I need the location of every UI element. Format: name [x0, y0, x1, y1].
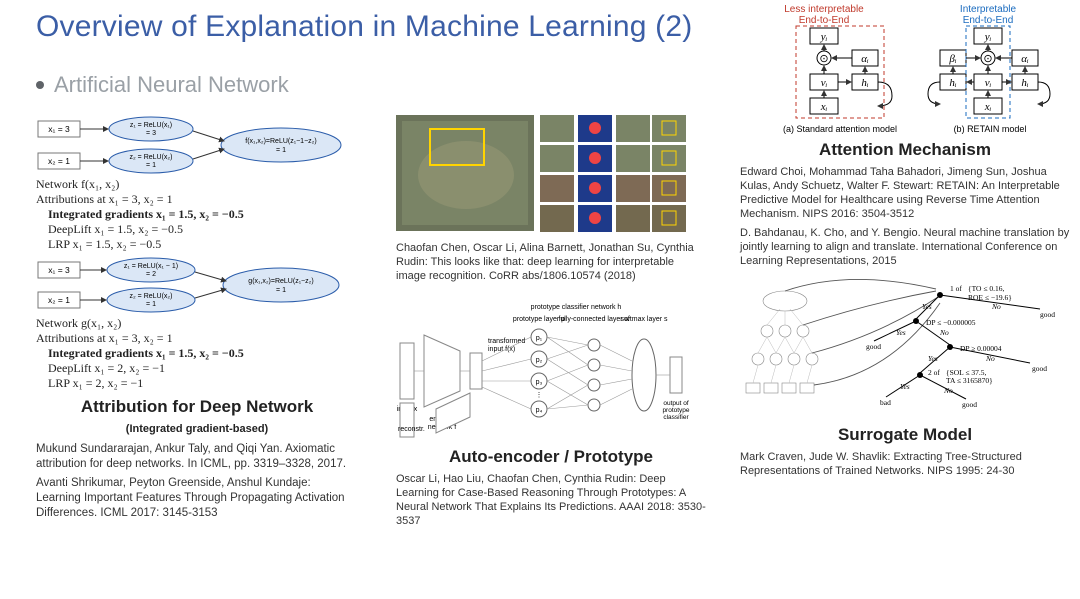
svg-text:classifier: classifier: [663, 414, 689, 421]
svg-text:reconstr.: reconstr.: [398, 426, 425, 433]
citation: Oscar Li, Hao Liu, Chaofan Chen, Cynthia…: [396, 472, 706, 528]
svg-text:good: good: [962, 400, 977, 409]
page-title: Overview of Explanation in Machine Learn…: [36, 10, 692, 44]
svg-text:= 1: = 1: [276, 147, 286, 154]
citation: Edward Choi, Mohammad Taha Bahadori, Jim…: [740, 165, 1070, 221]
svg-text:Yes: Yes: [900, 382, 910, 391]
svg-text:= 3: = 3: [146, 130, 156, 137]
svg-text:⊙: ⊙: [983, 53, 992, 65]
svg-text:Less interpretable: Less interpretable: [784, 4, 864, 15]
attrib-text-g: Network g(x₁, x₂) Attributions at x₁ = 3…: [36, 316, 358, 391]
svg-text:z₂ = ReLU(x₂): z₂ = ReLU(x₂): [130, 293, 173, 300]
svg-text:Interpretable: Interpretable: [960, 4, 1017, 15]
svg-text:ROE ≤ −19.6}: ROE ≤ −19.6}: [968, 293, 1012, 302]
svg-text:βᵢ: βᵢ: [948, 53, 956, 65]
svg-text:output of: output of: [663, 400, 688, 407]
svg-text:DP ≤ −0.000005: DP ≤ −0.000005: [926, 318, 976, 327]
svg-text:z₁ = ReLU(x₁ − 1): z₁ = ReLU(x₁ − 1): [124, 263, 178, 270]
svg-text:TA ≤ 3165870}: TA ≤ 3165870}: [946, 376, 993, 385]
svg-text:vᵢ: vᵢ: [821, 77, 828, 89]
svg-text:Yes: Yes: [896, 328, 906, 337]
svg-text:good: good: [866, 342, 881, 351]
looks-like-that-figure: [396, 115, 686, 233]
svg-text:prototype: prototype: [662, 407, 689, 414]
network-f-diagram: x₁ = 3 x₂ = 1 z₁ = ReLU(x₁) = 3 z₂ = ReL…: [36, 115, 358, 175]
svg-text:prototype classifier network h: prototype classifier network h: [531, 304, 622, 311]
svg-text:No: No: [991, 302, 1001, 311]
column-attribution: x₁ = 3 x₂ = 1 z₁ = ReLU(x₁) = 3 z₂ = ReL…: [36, 115, 358, 526]
svg-text:z₂ = ReLU(x₂): z₂ = ReLU(x₂): [130, 154, 173, 161]
section-title-attribution: Attribution for Deep Network (Integrated…: [36, 397, 358, 437]
svg-text:yᵢ: yᵢ: [820, 31, 828, 43]
svg-text:2 of: 2 of: [928, 368, 940, 377]
svg-text:hᵢ: hᵢ: [949, 77, 957, 89]
svg-text:End-to-End: End-to-End: [799, 15, 850, 26]
svg-text:= 1: = 1: [276, 287, 286, 294]
svg-text:xᵢ: xᵢ: [984, 101, 992, 113]
svg-text:p₁: p₁: [536, 335, 543, 342]
svg-text:p₄: p₄: [536, 407, 543, 414]
svg-text:p₃: p₃: [536, 379, 543, 386]
svg-text:(b) RETAIN model: (b) RETAIN model: [954, 124, 1027, 134]
svg-text:x₂ = 1: x₂ = 1: [48, 156, 70, 166]
network-g-diagram: x₁ = 3 x₂ = 1 z₁ = ReLU(x₁ − 1) = 2 z₂ =…: [36, 256, 358, 314]
svg-text:No: No: [985, 354, 995, 363]
svg-text:= 2: = 2: [146, 271, 156, 278]
svg-text:hᵢ: hᵢ: [861, 77, 869, 89]
section-title-autoencoder: Auto-encoder / Prototype: [396, 447, 706, 467]
svg-text:good: good: [1032, 364, 1047, 373]
svg-text:bad: bad: [880, 398, 891, 407]
svg-text:x₁ = 3: x₁ = 3: [48, 124, 70, 134]
column-autoencoder: Chaofan Chen, Oscar Li, Alina Barnett, J…: [396, 115, 706, 534]
bullet-icon: [36, 81, 44, 89]
citation: Mark Craven, Jude W. Shavlik: Extracting…: [740, 450, 1070, 478]
attention-diagram: Less interpretable End-to-End Interpreta…: [740, 0, 1070, 140]
citation: Mukund Sundararajan, Ankur Taly, and Qiq…: [36, 442, 358, 471]
section-title-attention: Attention Mechanism: [740, 140, 1070, 160]
svg-text:αᵢ: αᵢ: [861, 53, 869, 65]
svg-text:Yes: Yes: [922, 302, 932, 311]
svg-text:transformed: transformed: [488, 338, 525, 345]
citation: Chaofan Chen, Oscar Li, Alina Barnett, J…: [396, 241, 706, 283]
svg-text:g(x₁,x₂)=ReLU(z₁−z₂): g(x₁,x₂)=ReLU(z₁−z₂): [248, 278, 313, 285]
svg-text:{TO ≤ 0.16,: {TO ≤ 0.16,: [968, 284, 1004, 293]
surrogate-diagram: 1 of {TO ≤ 0.16, ROE ≤ −19.6} good Yes No…: [740, 275, 1070, 425]
svg-text:good: good: [1040, 310, 1055, 319]
citation: D. Bahdanau, K. Cho, and Y. Bengio. Neur…: [740, 226, 1070, 268]
svg-text:DP ≥ 0.00004: DP ≥ 0.00004: [960, 344, 1002, 353]
svg-text:End-to-End: End-to-End: [963, 15, 1014, 26]
svg-text:No: No: [939, 328, 949, 337]
svg-text:= 1: = 1: [146, 301, 156, 308]
svg-text:⊙: ⊙: [819, 53, 828, 65]
citation: Avanti Shrikumar, Peyton Greenside, Ansh…: [36, 476, 358, 520]
svg-text:αᵢ: αᵢ: [1021, 53, 1029, 65]
svg-text:= 1: = 1: [146, 162, 156, 169]
svg-text:softmax layer s: softmax layer s: [620, 316, 668, 323]
svg-text:⋮: ⋮: [536, 392, 543, 399]
page-subtitle: Artificial Neural Network: [36, 72, 289, 98]
svg-text:prototype layer p: prototype layer p: [513, 316, 565, 323]
svg-text:x₁ = 3: x₁ = 3: [48, 265, 70, 275]
section-title-surrogate: Surrogate Model: [740, 425, 1070, 445]
svg-text:(a) Standard attention model: (a) Standard attention model: [783, 124, 897, 134]
svg-text:f(x₁,x₂)=ReLU(z₁−1−z₂): f(x₁,x₂)=ReLU(z₁−1−z₂): [245, 138, 316, 145]
autoencoder-diagram: prototype classifier network h prototype…: [396, 301, 704, 441]
svg-text:No: No: [943, 386, 953, 395]
svg-text:yᵢ: yᵢ: [984, 31, 992, 43]
svg-text:vᵢ: vᵢ: [985, 77, 992, 89]
svg-text:z₁ = ReLU(x₁): z₁ = ReLU(x₁): [130, 122, 172, 129]
attrib-text-f: Network f(x₁, x₂) Attributions at x₁ = 3…: [36, 177, 358, 252]
svg-text:1 of: 1 of: [950, 284, 962, 293]
svg-text:hᵢ: hᵢ: [1021, 77, 1029, 89]
column-attention: Less interpretable End-to-End Interpreta…: [740, 0, 1070, 483]
svg-text:Yes: Yes: [928, 354, 938, 363]
svg-text:x₂ = 1: x₂ = 1: [48, 295, 70, 305]
svg-text:p₂: p₂: [536, 357, 543, 364]
svg-text:xᵢ: xᵢ: [820, 101, 828, 113]
